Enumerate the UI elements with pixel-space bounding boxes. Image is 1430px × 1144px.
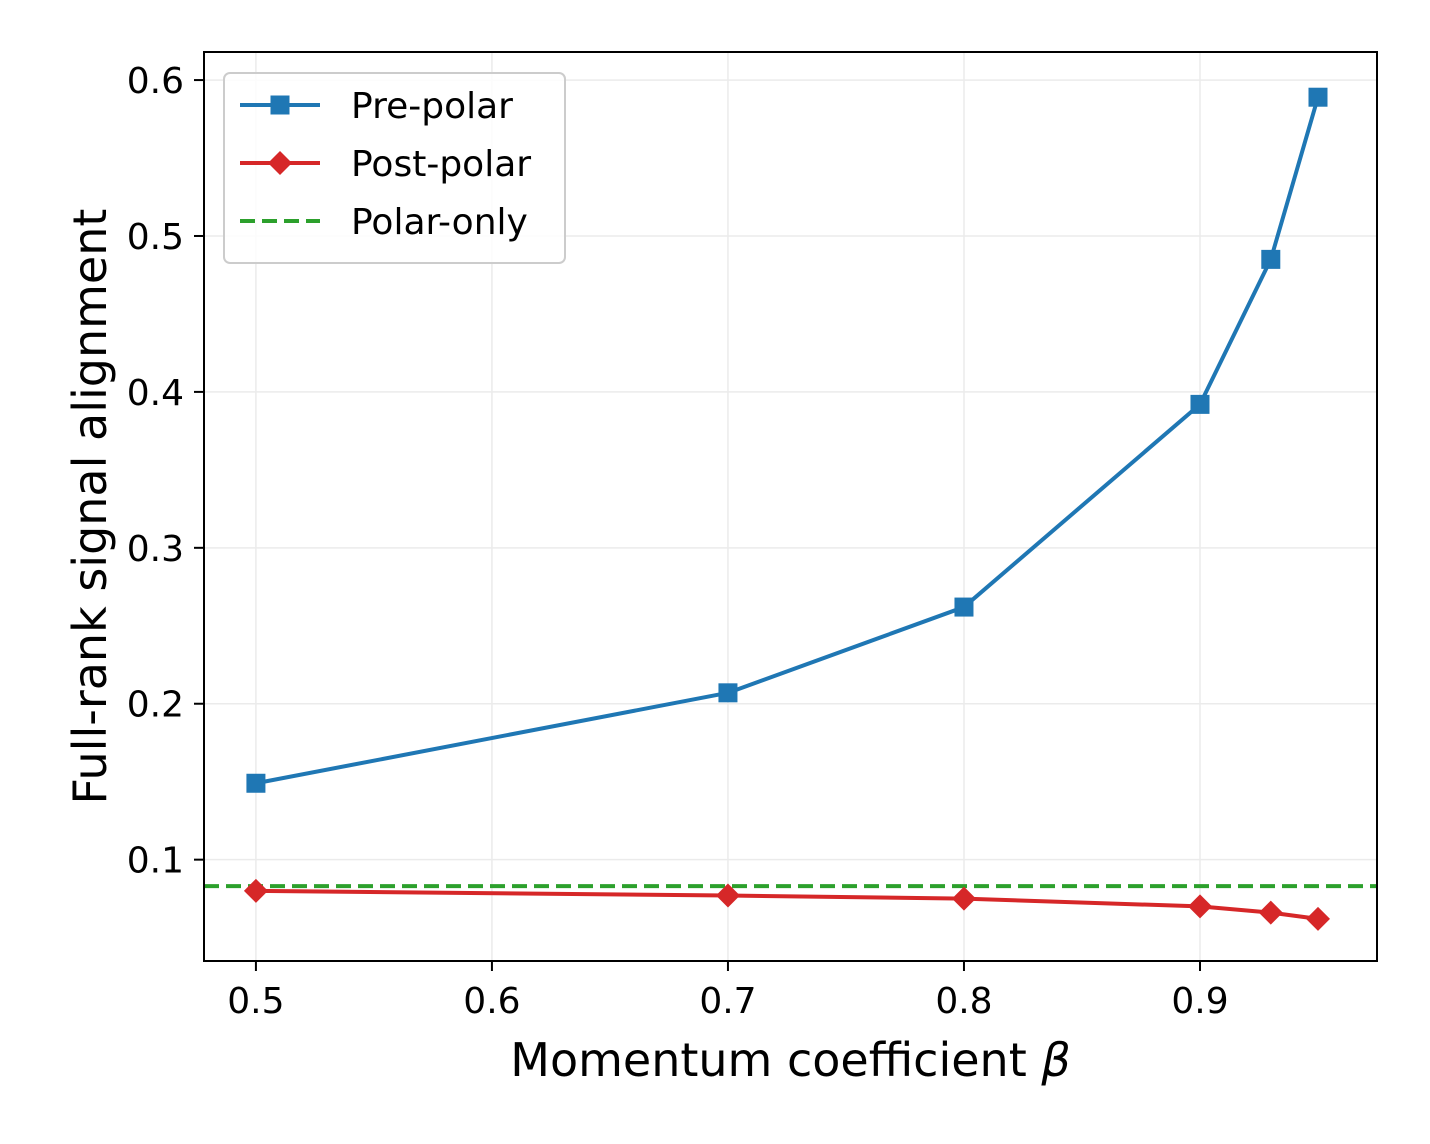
x-tick-label: 0.5: [227, 981, 284, 1022]
pre-polar-marker: [246, 773, 266, 793]
post-polar-marker: [1305, 906, 1330, 931]
x-tick-label: 0.9: [1171, 981, 1228, 1022]
data-markers: [243, 87, 1330, 931]
x-tick-label: 0.6: [463, 981, 520, 1022]
post-polar-marker: [1258, 900, 1283, 925]
post-polar-marker: [951, 886, 976, 911]
legend-marker-pre-polar: [270, 95, 290, 115]
pre-polar-marker: [718, 683, 738, 703]
pre-polar-marker: [1261, 249, 1281, 269]
x-axis-label-symbol: β: [1040, 1033, 1070, 1087]
x-tick-label: 0.7: [699, 981, 756, 1022]
pre-polar-marker: [954, 597, 974, 617]
y-tick-label: 0.1: [127, 841, 184, 882]
legend-label-polar-only: Polar-only: [351, 202, 528, 243]
y-tick-label: 0.4: [127, 373, 184, 414]
legend-marker-post-polar: [268, 151, 292, 175]
legend-label-post-polar: Post-polar: [351, 144, 531, 185]
axis-ticks: 0.5 0.6 0.7 0.8 0.9 0.1 0.2 0.3 0.4 0.5 0.6: [127, 61, 1229, 1022]
y-tick-label: 0.6: [127, 61, 184, 102]
plot-frame: [203, 51, 1378, 962]
legend: Pre-polar Post-polar Polar-only: [223, 72, 566, 264]
post-polar-marker: [243, 878, 268, 903]
y-axis-label: Full-rank signal alignment: [63, 209, 117, 805]
pre-polar-marker: [1190, 394, 1210, 414]
post-polar-marker: [1187, 894, 1212, 919]
post-polar-marker: [715, 883, 740, 908]
y-tick-label: 0.5: [127, 217, 184, 258]
legend-box: [223, 72, 566, 264]
x-axis-label-text: Momentum coefficient: [510, 1033, 1027, 1087]
pre-polar-line: [255, 96, 1320, 786]
legend-label-pre-polar: Pre-polar: [351, 86, 513, 127]
pre-polar-marker: [1308, 87, 1328, 107]
y-tick-label: 0.3: [127, 529, 184, 570]
x-tick-label: 0.8: [935, 981, 992, 1022]
x-axis-label: Momentum coefficient β: [510, 1033, 1070, 1087]
y-tick-label: 0.2: [127, 685, 184, 726]
